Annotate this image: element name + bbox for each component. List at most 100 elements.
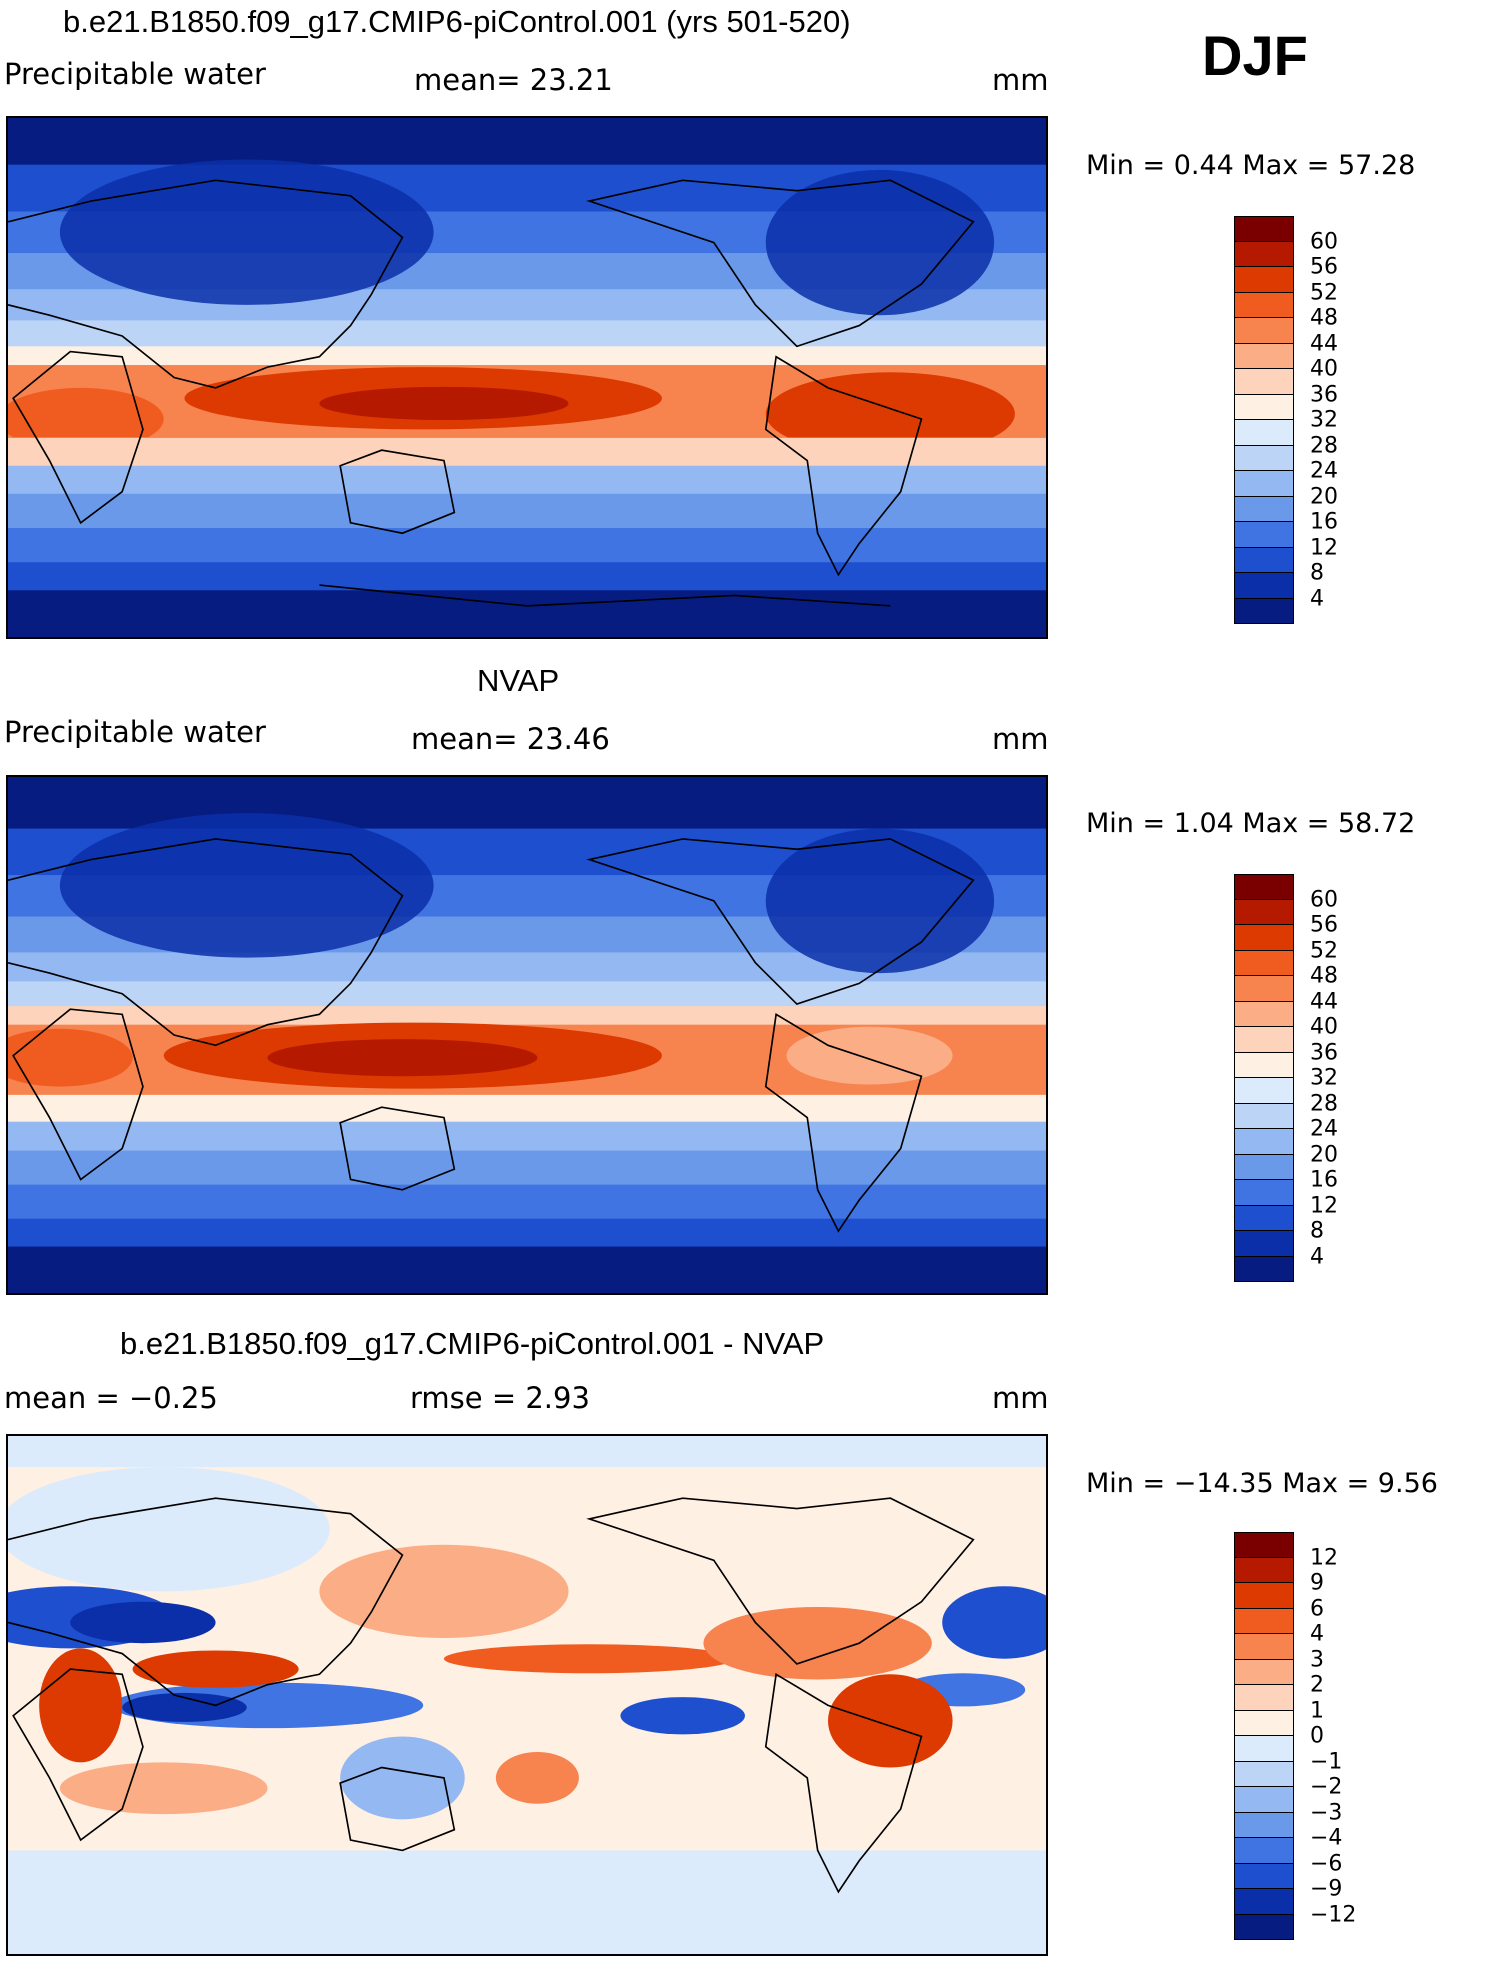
panel-2-colorbar-label: 48: [1310, 963, 1338, 989]
panel-3-units-label: mm: [992, 1381, 1049, 1415]
panel-2-colorbar-box: [1234, 1026, 1294, 1053]
panel-3-colorbar-label: 0: [1310, 1723, 1324, 1749]
panel-2-title: NVAP: [477, 663, 560, 698]
panel-3-mean-label: mean = −0.25: [4, 1381, 218, 1415]
panel-1-colorbar-box: [1234, 292, 1294, 318]
panel-3-colorbar-label: −3: [1310, 1800, 1343, 1826]
panel-3-colorbar-box: [1234, 1812, 1294, 1838]
panel-1-field: [8, 118, 1046, 637]
panel-1-colorbar-label: 44: [1310, 331, 1338, 357]
panel-2-colorbar-box: [1234, 975, 1294, 1002]
panel-2-mean-label: mean= 23.46: [411, 722, 610, 756]
panel-1-colorbar-box: [1234, 598, 1294, 624]
panel-3-field: [8, 1436, 1046, 1954]
panel-1-colorbar-box: [1234, 419, 1294, 446]
panel-1-colorbar-box: [1234, 317, 1294, 344]
panel-1-colorbar-label: 40: [1310, 356, 1338, 382]
panel-1-colorbar-box: [1234, 547, 1294, 573]
panel-1-colorbar-label: 16: [1310, 509, 1338, 535]
panel-1-variable-label: Precipitable water: [4, 57, 266, 91]
coastline-outline: [8, 179, 975, 607]
panel-2-colorbar-box: [1234, 1154, 1294, 1180]
panel-1-colorbar-label: 56: [1310, 254, 1338, 280]
panel-3-colorbar-label: −2: [1310, 1774, 1343, 1800]
panel-2-colorbar-label: 36: [1310, 1040, 1338, 1066]
panel-3-colorbar-box: [1234, 1659, 1294, 1685]
panel-1-units-label: mm: [992, 63, 1049, 97]
panel-1-colorbar-box: [1234, 521, 1294, 548]
panel-1-colorbar-label: 12: [1310, 535, 1338, 561]
panel-3-colorbar-label: −12: [1310, 1902, 1357, 1928]
panel-1-colorbar-label: 48: [1310, 305, 1338, 331]
panel-2-colorbar-label: 40: [1310, 1014, 1338, 1040]
panel-3-map: [6, 1434, 1048, 1956]
panel-2-colorbar-box: [1234, 1001, 1294, 1027]
panel-3-colorbar-label: −9: [1310, 1876, 1343, 1902]
panel-3-colorbar-box: [1234, 1582, 1294, 1609]
panel-1-colorbar-label: 20: [1310, 484, 1338, 510]
panel-2-colorbar-box: [1234, 1052, 1294, 1078]
panel-2-colorbar-label: 44: [1310, 989, 1338, 1015]
panel-1-colorbar-box: [1234, 496, 1294, 522]
panel-3-colorbar-label: −1: [1310, 1749, 1343, 1775]
panel-3-colorbar-box: [1234, 1710, 1294, 1736]
panel-3-colorbar-box: [1234, 1786, 1294, 1813]
panel-3-colorbar-box: [1234, 1608, 1294, 1634]
panel-3-colorbar-box: [1234, 1633, 1294, 1660]
panel-1-colorbar-label: 4: [1310, 586, 1324, 612]
panel-2-colorbar-box: [1234, 924, 1294, 951]
panel-1-min-max: Min = 0.44 Max = 57.28: [1086, 150, 1416, 181]
panel-3-colorbar-box: [1234, 1735, 1294, 1762]
season-label: DJF: [1202, 24, 1308, 87]
panel-2-colorbar-label: 8: [1310, 1218, 1324, 1244]
panel-1-colorbar-box: [1234, 445, 1294, 471]
coastline-outline: [8, 838, 975, 1233]
panel-3-colorbar-label: 4: [1310, 1621, 1324, 1647]
panel-1-colorbar-box: [1234, 266, 1294, 293]
panel-2-field: [8, 777, 1046, 1293]
panel-3-min-max: Min = −14.35 Max = 9.56: [1086, 1468, 1438, 1499]
panel-1-colorbar-box: [1234, 470, 1294, 497]
panel-3-colorbar-label: 6: [1310, 1596, 1324, 1622]
panel-2-colorbar-label: 12: [1310, 1193, 1338, 1219]
panel-1-colorbar-label: 24: [1310, 458, 1338, 484]
panel-2-min-max: Min = 1.04 Max = 58.72: [1086, 808, 1416, 839]
panel-2-colorbar-label: 52: [1310, 938, 1338, 964]
coastline-outline: [8, 1497, 975, 1894]
panel-2-colorbar: 60 56 52 48 44 40 36 32 28 24 20 16 12 8…: [1234, 874, 1364, 1286]
panel-1-colorbar-box: [1234, 572, 1294, 599]
panel-2-colorbar-label: 28: [1310, 1091, 1338, 1117]
panel-2-colorbar-box: [1234, 1077, 1294, 1104]
panel-2-units-label: mm: [992, 722, 1049, 756]
panel-1-colorbar-label: 36: [1310, 382, 1338, 408]
panel-1-colorbar-box: [1234, 368, 1294, 395]
panel-1-colorbar-box: [1234, 241, 1294, 267]
panel-1-colorbar: 60 56 52 48 44 40 36 32 28 24 20 16 12 8…: [1234, 216, 1364, 628]
panel-2-colorbar-label: 60: [1310, 887, 1338, 913]
panel-3-colorbar-label: 9: [1310, 1570, 1324, 1596]
panel-3-colorbar-label: −4: [1310, 1825, 1343, 1851]
panel-3-colorbar-box: [1234, 1557, 1294, 1583]
panel-2-colorbar-label: 56: [1310, 912, 1338, 938]
panel-1-map: [6, 116, 1048, 639]
panel-3-colorbar: 12 9 6 4 3 2 1 0 −1 −2 −3 −4 −6 −9 −12: [1234, 1532, 1364, 1944]
panel-3-colorbar-box: [1234, 1532, 1294, 1558]
panel-2-colorbar-label: 32: [1310, 1065, 1338, 1091]
panel-1-colorbar-box: [1234, 394, 1294, 420]
panel-3-colorbar-label: 12: [1310, 1545, 1338, 1571]
panel-2-colorbar-box: [1234, 899, 1294, 925]
panel-2-colorbar-box: [1234, 1256, 1294, 1282]
panel-2-map: [6, 775, 1048, 1295]
panel-2-colorbar-label: 20: [1310, 1142, 1338, 1168]
panel-1-colorbar-label: 60: [1310, 229, 1338, 255]
panel-3-colorbar-box: [1234, 1863, 1294, 1889]
panel-1-mean-label: mean= 23.21: [414, 63, 613, 97]
panel-1-colorbar-label: 28: [1310, 433, 1338, 459]
panel-2-colorbar-box: [1234, 1205, 1294, 1231]
panel-1-colorbar-label: 52: [1310, 280, 1338, 306]
panel-3-colorbar-box: [1234, 1914, 1294, 1940]
panel-2-colorbar-label: 4: [1310, 1244, 1324, 1270]
panel-1-colorbar-box: [1234, 216, 1294, 242]
panel-2-colorbar-box: [1234, 1230, 1294, 1257]
panel-2-colorbar-box: [1234, 1179, 1294, 1206]
